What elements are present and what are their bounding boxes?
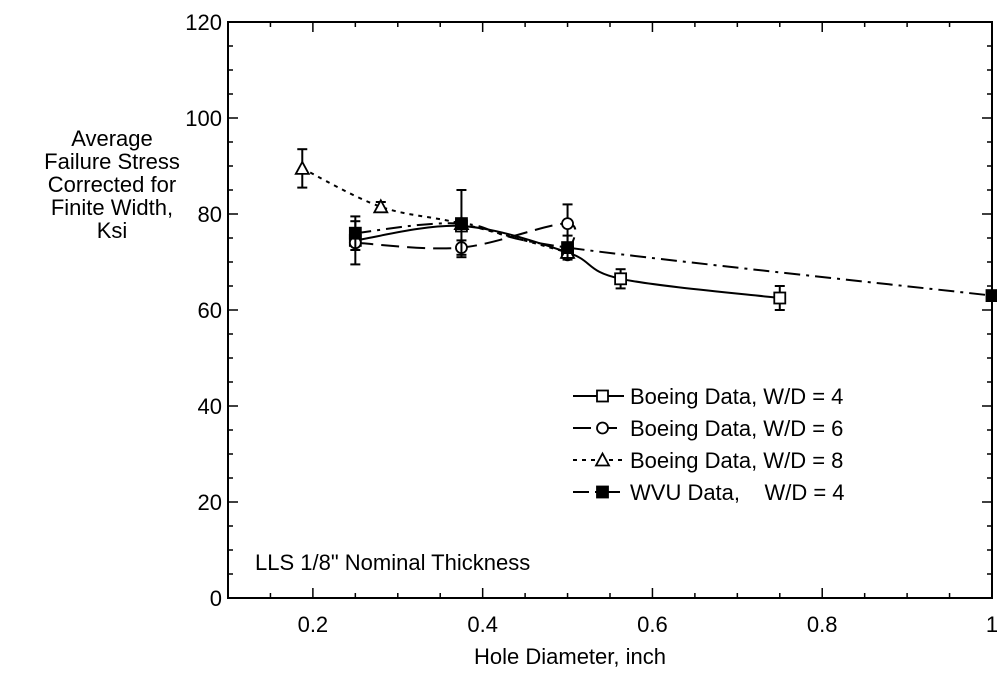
y-tick-label: 80: [198, 202, 222, 227]
legend-label: Boeing Data, W/D = 8: [630, 448, 843, 473]
y-axis-label: Average Failure Stress Corrected for Fin…: [12, 127, 212, 242]
data-point: [294, 160, 311, 175]
tick-marks: [227, 21, 993, 599]
series-markers: [294, 148, 997, 311]
data-point: [561, 217, 574, 231]
y-axis-label-line: Average: [71, 126, 153, 151]
y-tick-label: 0: [210, 586, 222, 611]
data-point: [773, 291, 787, 305]
data-point: [372, 198, 389, 214]
legend: Boeing Data, W/D = 4 Boeing Data, W/D = 6…: [573, 384, 845, 505]
legend-marker: [594, 451, 611, 467]
y-axis-label-line: Finite Width,: [50, 195, 174, 220]
y-tick-label: 120: [185, 10, 222, 35]
legend-label: Boeing Data, W/D = 4: [630, 384, 843, 409]
series-line: [355, 222, 577, 256]
data-point: [561, 241, 574, 255]
x-tick-label: 1: [986, 612, 997, 637]
legend-marker: [596, 421, 609, 435]
x-tick-label: 0.8: [807, 612, 838, 637]
y-tick-label: 60: [198, 298, 222, 323]
y-tick-label: 40: [198, 394, 222, 419]
data-point: [985, 289, 997, 303]
x-axis-label: Hole Diameter, inch: [474, 644, 666, 669]
x-tick-label: 0.6: [637, 612, 668, 637]
data-point: [348, 226, 362, 240]
x-tick-label: 0.2: [298, 612, 329, 637]
annotation-thickness: LLS 1/8" Nominal Thickness: [255, 550, 530, 575]
legend-label: Boeing Data, W/D = 6: [630, 416, 843, 441]
legend-label: WVU Data, W/D = 4: [630, 480, 845, 505]
y-axis-label-line: Failure Stress: [44, 149, 180, 174]
series-line: [355, 222, 993, 297]
x-tick-label: 0.4: [467, 612, 498, 637]
data-point: [614, 272, 628, 286]
legend-marker: [596, 389, 609, 403]
data-point: [455, 217, 468, 231]
plot-frame: [227, 21, 993, 599]
y-tick-label: 100: [185, 106, 222, 131]
y-tick-label: 20: [198, 490, 222, 515]
y-axis-label-line: Ksi: [96, 218, 128, 243]
series-lines: [301, 167, 993, 299]
y-axis-label-line: Corrected for: [47, 172, 177, 197]
tick-labels: 0 20 40 60 80 100 120 0.2 0.4 0.6 0.8 1: [185, 10, 997, 637]
plot-axes: [227, 21, 993, 599]
legend-marker: [596, 485, 609, 499]
